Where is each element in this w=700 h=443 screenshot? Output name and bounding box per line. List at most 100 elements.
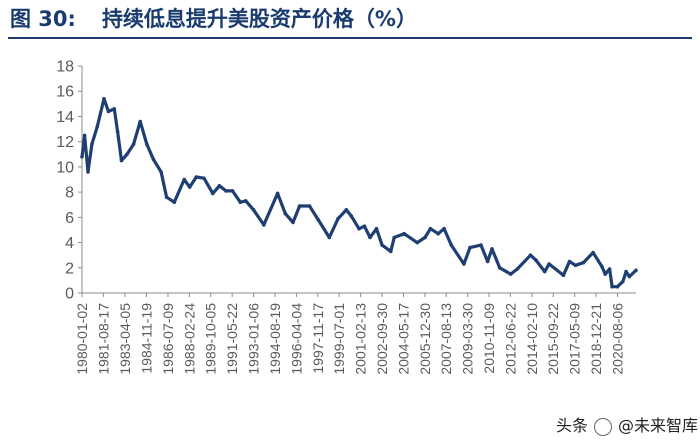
- data-point: [291, 220, 295, 225]
- data-point: [211, 191, 215, 196]
- data-point: [131, 142, 136, 146]
- data-point: [389, 249, 393, 254]
- data-point: [621, 279, 625, 284]
- data-point: [307, 204, 312, 208]
- y-tick-label: 2: [65, 260, 74, 277]
- x-tick-label: 1980-01-02: [74, 303, 90, 375]
- data-point: [80, 155, 84, 159]
- data-point: [224, 189, 228, 193]
- x-tick-label: 1984-11-19: [138, 303, 154, 374]
- data-point: [402, 231, 406, 236]
- data-point: [151, 157, 156, 162]
- figure-title: 图 30: 持续低息提升美股资产价格（%）: [10, 2, 417, 36]
- x-tick-label: 2005-12-30: [417, 303, 433, 375]
- data-point: [362, 224, 367, 228]
- y-tick-label: 12: [56, 134, 74, 151]
- data-point: [534, 258, 538, 263]
- watermark: 头条 @未来智库: [556, 412, 698, 436]
- data-point: [357, 226, 361, 231]
- data-point: [615, 284, 620, 289]
- data-point: [468, 245, 472, 250]
- data-point: [508, 272, 513, 276]
- data-point: [380, 243, 384, 247]
- data-point: [125, 152, 129, 157]
- x-tick-label: 2012-06-22: [502, 303, 518, 375]
- data-point: [610, 284, 614, 289]
- data-point: [449, 243, 454, 247]
- data-point: [194, 175, 199, 179]
- data-point: [542, 269, 547, 274]
- data-point: [238, 200, 243, 204]
- data-point: [102, 97, 106, 101]
- data-point: [182, 177, 186, 182]
- y-tick-label: 0: [65, 286, 74, 303]
- title-divider: [8, 37, 692, 39]
- watermark-handle: @未来智库: [618, 416, 699, 435]
- x-tick-label: 1996-04-04: [288, 303, 304, 375]
- series-line-0: [80, 97, 638, 289]
- data-point: [82, 133, 87, 138]
- figure-title-text: 持续低息提升美股资产价格（%）: [101, 7, 417, 31]
- data-point: [515, 267, 520, 271]
- data-point: [115, 129, 120, 134]
- data-point: [202, 176, 206, 180]
- x-tick-label: 2004-05-17: [396, 303, 412, 375]
- data-point: [251, 208, 256, 212]
- y-tick-label: 4: [65, 235, 74, 252]
- data-point: [528, 253, 533, 257]
- data-point: [283, 211, 288, 216]
- data-point: [95, 124, 100, 129]
- x-tick-label: 1981-08-17: [95, 303, 111, 375]
- data-point: [349, 214, 354, 218]
- data-point: [164, 195, 169, 199]
- data-point: [600, 264, 604, 269]
- x-tick-label: 2002-09-30: [374, 303, 390, 375]
- data-point: [145, 142, 149, 146]
- data-point: [316, 218, 321, 222]
- y-tick-label: 14: [56, 109, 74, 126]
- x-tick-label: 2018-12-21: [588, 303, 604, 375]
- y-tick-label: 6: [65, 210, 74, 227]
- x-tick-label: 2001-02-13: [353, 303, 369, 375]
- x-tick-label: 2017-05-09: [567, 303, 583, 375]
- data-point: [591, 250, 595, 255]
- watermark-logo-icon: [594, 417, 613, 436]
- data-point: [119, 158, 124, 163]
- data-point: [627, 274, 632, 279]
- x-tick-label: 1988-02-24: [181, 303, 197, 375]
- data-point: [187, 185, 192, 189]
- data-point: [624, 269, 628, 274]
- data-point: [172, 200, 177, 204]
- x-tick-label: 2014-02-10: [524, 303, 540, 375]
- data-point: [275, 191, 280, 196]
- data-point: [462, 262, 466, 266]
- data-point: [336, 216, 340, 221]
- x-tick-label: 1986-07-09: [160, 303, 176, 375]
- data-point: [392, 235, 397, 240]
- x-tick-label: 2015-09-22: [545, 303, 561, 375]
- data-point: [86, 170, 90, 174]
- x-tick-label: 1983-04-05: [117, 303, 133, 375]
- data-point: [490, 247, 494, 251]
- data-point: [634, 268, 638, 273]
- data-point: [485, 259, 490, 264]
- data-point: [479, 243, 483, 247]
- data-point: [567, 259, 572, 264]
- x-tick-label: 1997-11-17: [310, 303, 326, 374]
- data-point: [573, 263, 578, 268]
- x-tick-label: 2009-03-30: [460, 303, 476, 375]
- data-point: [344, 208, 349, 212]
- x-tick-label: 1991-05-22: [224, 303, 240, 375]
- data-point: [581, 260, 586, 265]
- data-point: [442, 226, 446, 231]
- y-tick-label: 18: [56, 59, 74, 76]
- y-tick-label: 8: [65, 185, 74, 202]
- data-point: [415, 240, 420, 245]
- y-tick-label: 10: [56, 159, 74, 176]
- data-point: [436, 231, 441, 236]
- data-point: [159, 170, 163, 174]
- data-point: [327, 235, 332, 240]
- data-point: [244, 199, 248, 203]
- data-point: [112, 107, 117, 111]
